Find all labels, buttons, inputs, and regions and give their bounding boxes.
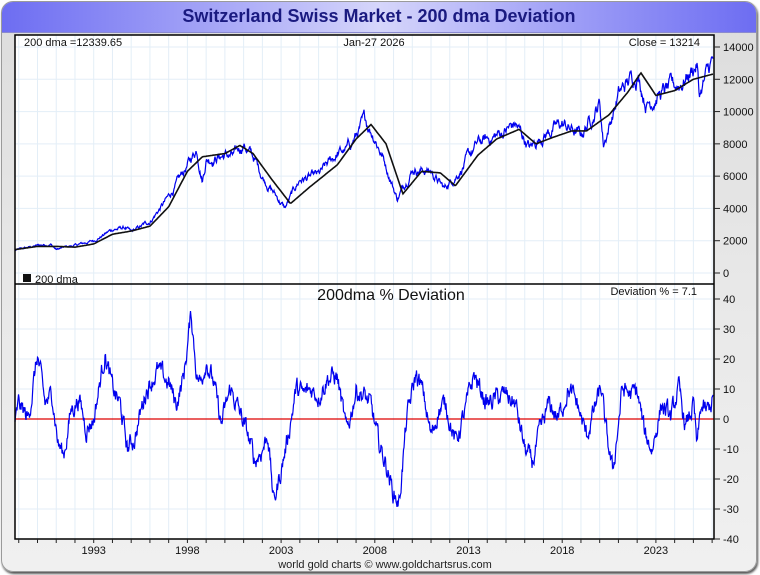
x-tick-label: 2018 <box>550 545 574 557</box>
x-tick-label: 2013 <box>456 545 480 557</box>
price-panel <box>14 56 714 252</box>
x-tick-label: 1993 <box>81 545 105 557</box>
y-tick-label: 20 <box>723 354 735 366</box>
grid-lines <box>15 35 714 539</box>
x-axis: 1993 1998 2003 2008 2013 2018 2023 <box>18 539 713 557</box>
header-bar: Switzerland Swiss Market - 200 dma Devia… <box>2 2 756 33</box>
y-tick-label: 14000 <box>723 42 754 54</box>
y-tick-label: -20 <box>723 474 739 486</box>
legend-swatch-200dma <box>23 274 31 282</box>
legend-label-200dma: 200 dma <box>35 274 79 286</box>
deviation-y-axis: 40 30 20 10 0 -10 -20 -30 -40 <box>714 294 739 546</box>
chart-title: Switzerland Swiss Market - 200 dma Devia… <box>182 6 576 26</box>
y-tick-label: 40 <box>723 294 735 306</box>
x-tick-label: 2023 <box>644 545 668 557</box>
dma-line <box>14 71 714 251</box>
plot-border <box>14 34 715 540</box>
deviation-value-label: Deviation % = 7.1 <box>610 286 697 298</box>
x-tick-label: 2008 <box>363 545 387 557</box>
y-tick-label: 2000 <box>723 236 747 248</box>
x-tick-label: 1998 <box>175 545 199 557</box>
y-tick-label: 6000 <box>723 171 747 183</box>
y-tick-label: 0 <box>723 268 729 280</box>
footer-credit: world gold charts © www.goldchartsrus.co… <box>277 559 492 571</box>
y-tick-label: 10 <box>723 384 735 396</box>
close-label: Close = 13214 <box>629 37 700 49</box>
dma-value-label: 200 dma =12339.65 <box>24 37 122 49</box>
y-tick-label: -30 <box>723 504 739 516</box>
y-tick-label: -10 <box>723 444 739 456</box>
y-tick-label: 4000 <box>723 203 747 215</box>
deviation-panel <box>14 310 714 507</box>
price-y-axis: 14000 12000 10000 8000 6000 4000 2000 0 <box>714 42 754 280</box>
y-tick-label: 30 <box>723 324 735 336</box>
x-tick-label: 2003 <box>269 545 293 557</box>
y-tick-label: -40 <box>723 534 739 546</box>
deviation-line <box>14 310 714 507</box>
y-tick-label: 12000 <box>723 74 754 86</box>
deviation-panel-title: 200dma % Deviation <box>317 287 465 304</box>
date-label: Jan-27 2026 <box>343 37 404 49</box>
y-tick-label: 10000 <box>723 107 754 119</box>
y-tick-label: 8000 <box>723 139 747 151</box>
y-tick-label: 0 <box>723 414 729 426</box>
